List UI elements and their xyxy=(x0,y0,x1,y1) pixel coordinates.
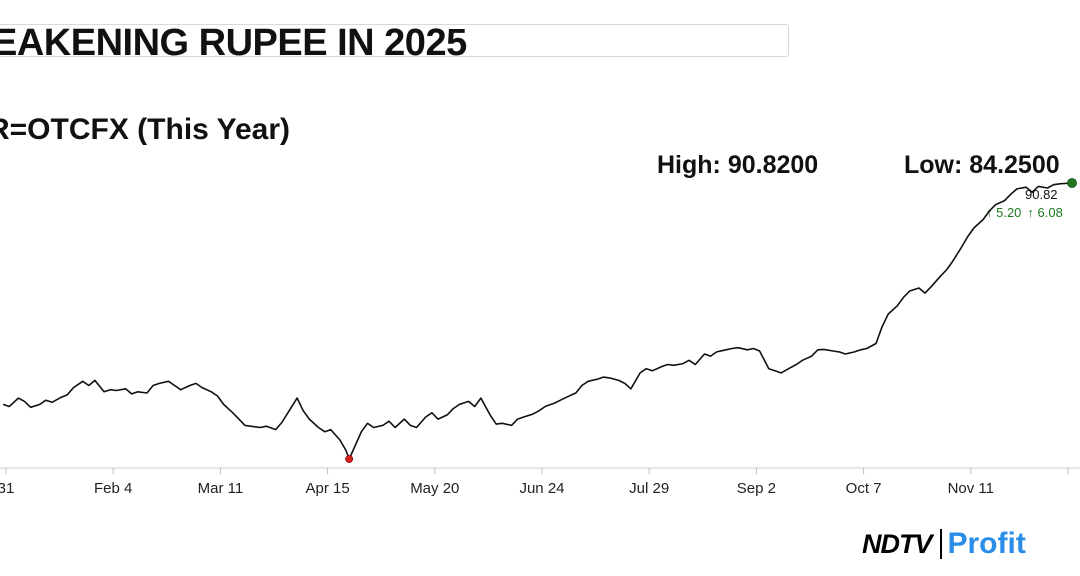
ndtv-profit-logo: NDTV Profit xyxy=(862,526,1026,562)
last-point-marker xyxy=(1067,178,1077,188)
change-2: ↑ 6.08 xyxy=(1027,205,1063,220)
logo-brand: NDTV xyxy=(862,528,932,559)
chart-subtitle: R=OTCFX (This Year) xyxy=(0,113,291,146)
x-tick-label: Oct 7 xyxy=(846,480,882,497)
x-tick-label: Mar 11 xyxy=(198,480,244,497)
x-tick-label: Nov 11 xyxy=(948,480,994,497)
logo-separator xyxy=(939,529,942,559)
x-tick-label: Apr 15 xyxy=(305,480,349,497)
low-value: Low: 84.2500 xyxy=(904,151,1060,179)
series-line xyxy=(2,182,1073,460)
x-tick-label: Jun 24 xyxy=(519,480,564,497)
marker-layer xyxy=(345,178,1077,463)
x-tick-label: 31 xyxy=(0,480,14,497)
plot-area xyxy=(2,182,1073,460)
high-value: High: 90.8200 xyxy=(657,151,819,179)
x-tick-label: Feb 4 xyxy=(94,480,132,497)
x-tick-label: May 20 xyxy=(410,480,459,497)
x-tick-label: Jul 29 xyxy=(629,480,669,497)
chart-title: EAKENING RUPEE IN 2025 xyxy=(0,22,467,64)
logo-product: Profit xyxy=(947,527,1026,560)
x-tick-label: Sep 2 xyxy=(737,480,776,497)
title-box xyxy=(0,24,789,57)
change-values: ↑ 5.20 ↑ 6.08 xyxy=(986,205,1069,220)
x-axis: 31 Feb 4 Mar 11 Apr 15 May 20 Jun 24 Jul 29 Sep… xyxy=(0,467,1080,497)
change-1: ↑ 5.20 xyxy=(986,205,1022,220)
low-point-marker xyxy=(345,455,354,463)
